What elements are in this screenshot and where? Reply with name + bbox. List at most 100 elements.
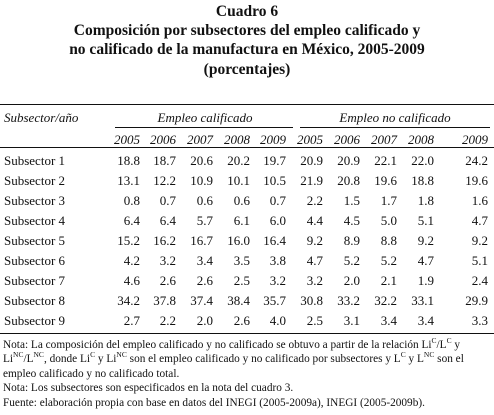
cell: 3.4 (196, 253, 213, 268)
table-subtitle: (porcentajes) (203, 61, 291, 78)
cell: 13.1 (117, 173, 140, 188)
cell: 2.2 (159, 313, 176, 328)
note-text: y L (405, 353, 424, 366)
year-header: 2007 (187, 132, 213, 147)
cell: 20.9 (300, 153, 323, 168)
cell: 37.8 (153, 293, 176, 308)
header-rule (0, 147, 494, 148)
superscript: C (400, 350, 406, 360)
table-title: Composición por subsectores del empleo c… (73, 22, 421, 39)
cell: 6.0 (269, 213, 286, 228)
cell: 1.8 (417, 193, 434, 208)
cell: 2.6 (196, 273, 213, 288)
bottom-rule (0, 333, 494, 334)
cell: 0.7 (269, 193, 286, 208)
cell: 4.2 (123, 253, 140, 268)
note-text: son el empleo calificado y no calificado… (3, 353, 464, 380)
cell: 6.1 (233, 213, 250, 228)
group-rule (115, 127, 293, 128)
cell: 6.4 (159, 213, 176, 228)
cell: 0.6 (233, 193, 250, 208)
cell: 3.3 (471, 313, 488, 328)
cell: 8.9 (343, 233, 360, 248)
cell: 8.8 (380, 233, 397, 248)
cell: 2.6 (233, 313, 250, 328)
cell: 0.8 (123, 193, 140, 208)
cell: 4.4 (306, 213, 323, 228)
year-header: 2005 (297, 132, 323, 147)
cell: 24.2 (465, 153, 488, 168)
table-title: no calificado de la manufactura en Méxic… (69, 41, 425, 58)
cell: 19.7 (263, 153, 286, 168)
cell: 20.8 (337, 173, 360, 188)
cell: 16.7 (190, 233, 213, 248)
cell: 0.6 (196, 193, 213, 208)
year-header: 2006 (150, 132, 176, 147)
cell: 1.9 (417, 273, 434, 288)
cell: 5.2 (380, 253, 397, 268)
note-text: /L (436, 339, 447, 351)
cell: 2.7 (123, 313, 140, 328)
row-label: Subsector 4 (4, 213, 66, 228)
note: Nota: La composición del empleo califica… (3, 336, 491, 381)
cell: 22.0 (411, 153, 434, 168)
cell: 3.2 (306, 273, 323, 288)
group-header: Empleo calificado (157, 110, 253, 125)
cell: 20.6 (190, 153, 213, 168)
cell: 20.9 (337, 153, 360, 168)
cell: 2.4 (471, 273, 488, 288)
cell: 33.2 (337, 293, 360, 308)
cell: 33.1 (411, 293, 434, 308)
note-text: /L (23, 353, 34, 366)
cell: 22.1 (374, 153, 397, 168)
cell: 0.7 (159, 193, 176, 208)
cell: 35.7 (263, 293, 286, 308)
cell: 4.6 (123, 273, 140, 288)
note-text: y Li (3, 339, 461, 366)
cell: 32.2 (374, 293, 397, 308)
cell: 18.7 (153, 153, 176, 168)
superscript: NC (423, 350, 435, 360)
year-header: 2006 (334, 132, 360, 147)
cell: 5.2 (343, 253, 360, 268)
cell: 5.1 (471, 253, 488, 268)
year-header: 2007 (371, 132, 397, 147)
note-text: Nota: La composición del empleo califica… (3, 339, 432, 351)
row-label: Subsector 1 (4, 153, 66, 168)
group-rule (300, 127, 490, 128)
row-label: Subsector 2 (4, 173, 66, 188)
cell: 19.6 (465, 173, 488, 188)
source: Fuente: elaboración propia con base en d… (3, 396, 425, 409)
cell: 1.5 (343, 193, 360, 208)
notes: Nota: La composición del empleo califica… (3, 336, 491, 410)
cell: 38.4 (227, 293, 250, 308)
cell: 4.7 (471, 213, 488, 228)
cell: 9.2 (471, 233, 488, 248)
cell: 15.2 (117, 233, 140, 248)
cell: 3.2 (159, 253, 176, 268)
group-header: Empleo no calificado (339, 110, 451, 125)
cell: 5.7 (196, 213, 213, 228)
superscript: C (431, 336, 437, 346)
cell: 4.7 (417, 253, 434, 268)
cell: 3.2 (269, 273, 286, 288)
cell: 3.8 (269, 253, 286, 268)
cell: 10.9 (190, 173, 213, 188)
cell: 2.1 (380, 273, 397, 288)
cell: 3.1 (343, 313, 360, 328)
cell: 1.7 (380, 193, 397, 208)
cell: 12.2 (153, 173, 176, 188)
cell: 2.0 (196, 313, 213, 328)
row-label: Subsector 3 (4, 193, 66, 208)
superscript: NC (13, 350, 24, 360)
row-label: Subsector 6 (4, 253, 66, 268)
cell: 2.5 (306, 313, 323, 328)
note-text: son el empleo calificado y no calificado… (126, 353, 401, 366)
year-header: 2008 (224, 132, 250, 147)
cell: 10.1 (227, 173, 250, 188)
cell: 16.0 (227, 233, 250, 248)
cell: 16.4 (263, 233, 286, 248)
year-header: 2008 (408, 132, 434, 147)
superscript: C (446, 336, 452, 346)
cell: 29.9 (465, 293, 488, 308)
